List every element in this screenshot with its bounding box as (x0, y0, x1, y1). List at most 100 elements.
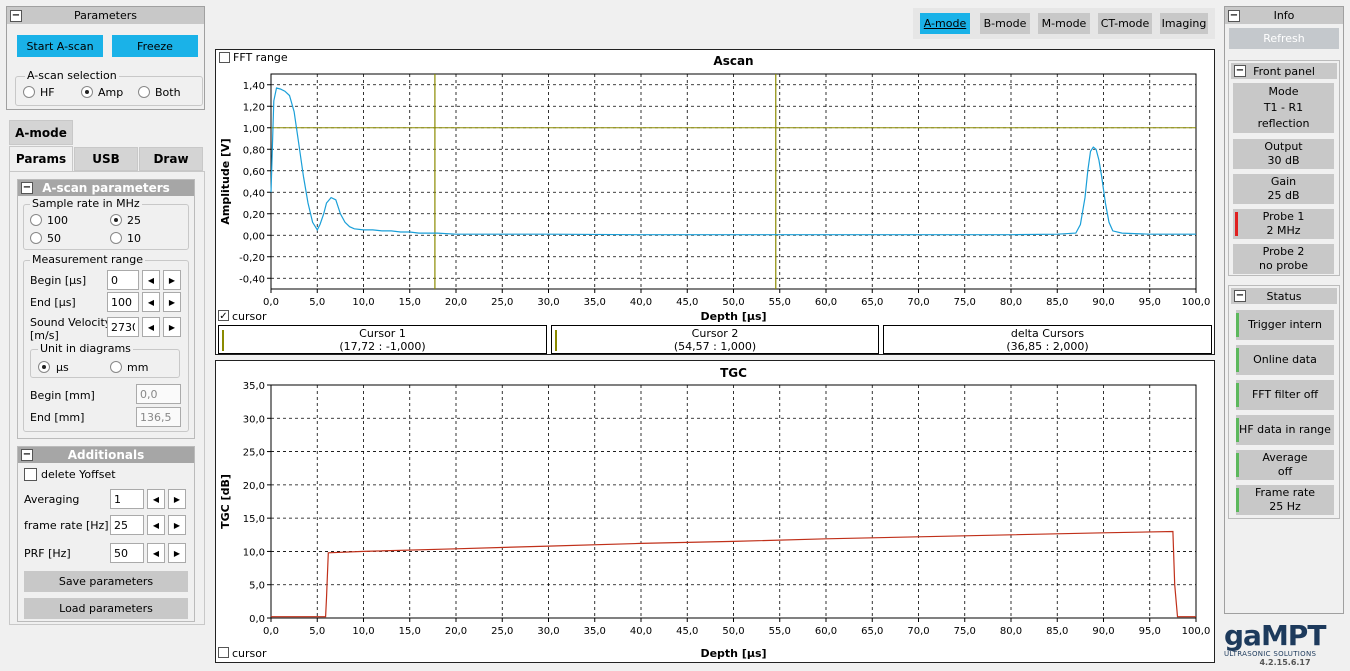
tgc-x-tick-label: 15,0 (399, 626, 421, 637)
probe1-value: 2 MHz (1266, 224, 1301, 237)
fft-range-checkbox[interactable] (219, 52, 230, 63)
ascan-y-tick-label: 1,00 (243, 124, 265, 135)
probe2-value: no probe (1259, 259, 1308, 272)
collapse-icon[interactable]: − (1234, 290, 1246, 302)
collapse-icon[interactable]: − (21, 449, 33, 461)
end-mm-input[interactable] (136, 407, 181, 427)
averaging-input[interactable] (110, 489, 144, 509)
m-mode-button[interactable]: M-mode (1038, 13, 1090, 34)
ascan-cursor-checkbox[interactable]: ✓ (218, 310, 229, 322)
ascan-x-tick-label: 5,0 (309, 297, 325, 308)
status-frame-rate[interactable]: Frame rate 25 Hz (1236, 485, 1334, 515)
unit-us-radio[interactable] (38, 361, 50, 373)
decrement-icon[interactable]: ◀ (147, 515, 165, 535)
imaging-button[interactable]: Imaging (1160, 13, 1208, 34)
tab-usb[interactable]: USB (74, 147, 138, 171)
freeze-button[interactable]: Freeze (112, 35, 198, 57)
gain-info[interactable]: Gain 25 dB (1233, 174, 1334, 204)
rate-25-radio[interactable] (110, 214, 122, 226)
amp-label: Amp (98, 86, 124, 99)
collapse-icon[interactable]: − (21, 182, 33, 194)
parameters-header: − Parameters (7, 7, 204, 24)
status-trigger-intern[interactable]: Trigger intern (1236, 310, 1334, 340)
decrement-icon[interactable]: ◀ (142, 270, 160, 290)
collapse-icon[interactable]: − (10, 9, 22, 22)
tgc-x-tick-label: 10,0 (352, 626, 374, 637)
tgc-x-tick-label: 50,0 (722, 626, 744, 637)
rate-100-label: 100 (47, 214, 68, 227)
tab-params[interactable]: Params (9, 146, 73, 171)
tgc-y-tick-label: 30,0 (243, 414, 265, 425)
ascan-x-tick-label: 60,0 (815, 297, 837, 308)
ascan-x-tick-label: 40,0 (630, 297, 652, 308)
unit-mm-radio[interactable] (110, 361, 122, 373)
mode-info[interactable]: Mode T1 - R1 reflection (1233, 83, 1334, 133)
tgc-x-tick-label: 80,0 (1000, 626, 1022, 637)
amp-radio[interactable] (81, 86, 93, 98)
cursor1-title: Cursor 1 (359, 327, 406, 340)
ascan-cursor-label: cursor (232, 310, 267, 323)
hf-radio[interactable] (23, 86, 35, 98)
prf-input[interactable] (110, 543, 144, 563)
increment-icon[interactable]: ▶ (163, 317, 181, 337)
tgc-x-tick-label: 30,0 (537, 626, 559, 637)
rate-25-label: 25 (127, 214, 141, 227)
b-mode-button[interactable]: B-mode (980, 13, 1030, 34)
ascan-y-tick-label: 0,40 (243, 188, 265, 199)
increment-icon[interactable]: ▶ (163, 292, 181, 312)
ascan-x-tick-label: 20,0 (445, 297, 467, 308)
a-mode-button[interactable]: A-mode (920, 13, 970, 34)
tgc-y-tick-label: 0,0 (249, 614, 265, 625)
start-ascan-button[interactable]: Start A-scan (17, 35, 103, 57)
ascan-x-tick-label: 65,0 (861, 297, 883, 308)
status-hf-data[interactable]: HF data in range (1236, 415, 1334, 445)
decrement-icon[interactable]: ◀ (142, 317, 160, 337)
tgc-series-line (271, 530, 1196, 618)
tgc-title: TGC (720, 366, 747, 380)
refresh-button[interactable]: Refresh (1229, 28, 1339, 49)
status-online-data[interactable]: Online data (1236, 345, 1334, 375)
increment-icon[interactable]: ▶ (163, 270, 181, 290)
end-us-input[interactable] (107, 292, 139, 312)
ascan-x-tick-label: 15,0 (399, 297, 421, 308)
tgc-y-tick-label: 25,0 (243, 448, 265, 459)
begin-us-input[interactable] (107, 270, 139, 290)
rate-10-radio[interactable] (110, 232, 122, 244)
load-parameters-button[interactable]: Load parameters (24, 598, 188, 619)
status-fft-filter[interactable]: FFT filter off (1236, 380, 1334, 410)
begin-mm-input[interactable] (136, 384, 181, 404)
decrement-icon[interactable]: ◀ (147, 489, 165, 509)
output-info[interactable]: Output 30 dB (1233, 139, 1334, 169)
cursor1-value: (17,72 : -1,000) (339, 340, 426, 353)
tgc-x-tick-label: 85,0 (1046, 626, 1068, 637)
collapse-icon[interactable]: − (1234, 65, 1246, 77)
amode-tab[interactable]: A-mode (9, 120, 73, 145)
frame-rate-input[interactable] (110, 515, 144, 535)
tab-draw[interactable]: Draw (139, 147, 203, 171)
collapse-icon[interactable]: − (1228, 9, 1240, 22)
decrement-icon[interactable]: ◀ (142, 292, 160, 312)
save-parameters-button[interactable]: Save parameters (24, 571, 188, 592)
mode-title: Mode (1268, 85, 1299, 98)
both-radio[interactable] (138, 86, 150, 98)
decrement-icon[interactable]: ◀ (147, 543, 165, 563)
rate-50-radio[interactable] (30, 232, 42, 244)
ct-mode-button[interactable]: CT-mode (1098, 13, 1152, 34)
tgc-cursor-checkbox[interactable] (218, 647, 229, 658)
probe2-info[interactable]: Probe 2 no probe (1233, 244, 1334, 274)
prf-label: PRF [Hz] (24, 547, 71, 560)
sound-velocity-unit: [m/s] (30, 329, 59, 342)
increment-icon[interactable]: ▶ (168, 489, 186, 509)
mode-line2: T1 - R1 (1263, 101, 1304, 114)
tgc-x-tick-label: 95,0 (1139, 626, 1161, 637)
ascan-selection-label: A-scan selection (25, 69, 119, 82)
increment-icon[interactable]: ▶ (168, 543, 186, 563)
delete-yoffset-checkbox[interactable] (24, 468, 37, 481)
rate-100-radio[interactable] (30, 214, 42, 226)
measurement-range-label: Measurement range (30, 253, 145, 266)
tgc-x-tick-label: 35,0 (584, 626, 606, 637)
sound-velocity-input[interactable] (107, 317, 139, 337)
increment-icon[interactable]: ▶ (168, 515, 186, 535)
status-average[interactable]: Average off (1236, 450, 1334, 480)
